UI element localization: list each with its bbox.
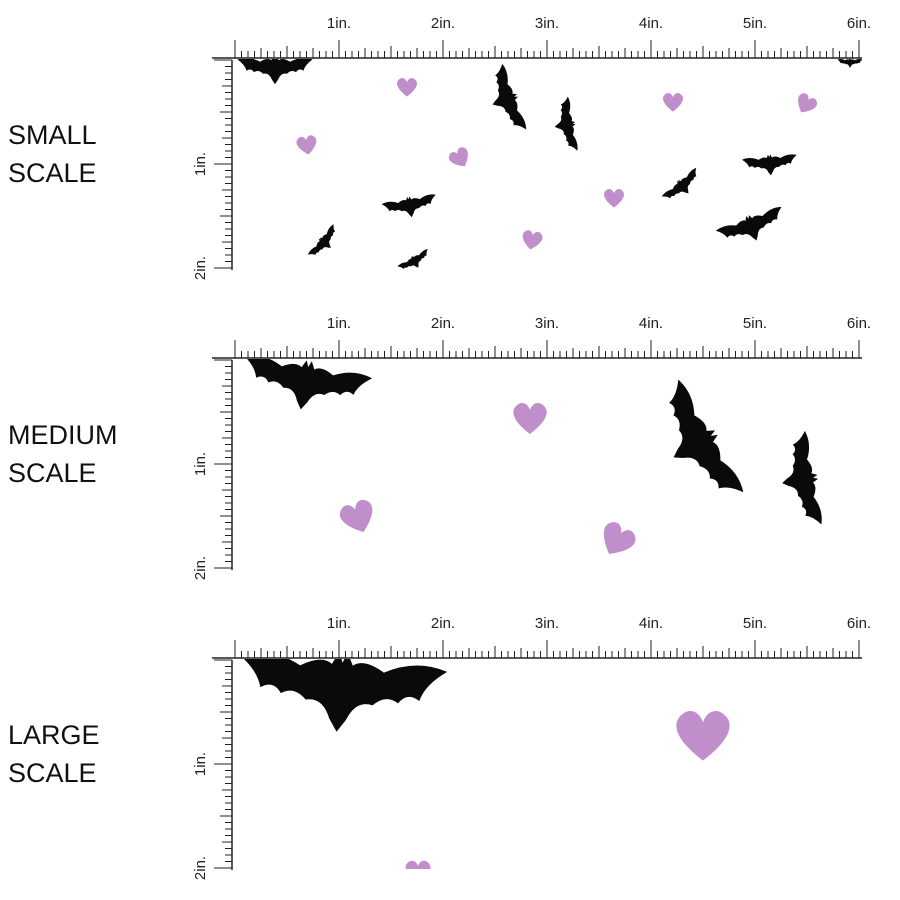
- heart: [603, 522, 636, 554]
- ruler-label: 5in.: [743, 315, 767, 332]
- ruler-label: 1in.: [327, 615, 351, 632]
- heart: [397, 78, 417, 97]
- heart: [604, 189, 624, 208]
- scale-label: SCALE: [8, 758, 97, 788]
- scale-label: SCALE: [8, 158, 97, 188]
- bat: [554, 96, 578, 151]
- bat: [381, 194, 436, 218]
- ruler-label: 2in.: [431, 615, 455, 632]
- heart: [405, 860, 431, 869]
- bat: [307, 224, 336, 255]
- ruler-label: 4in.: [639, 315, 663, 332]
- scale-label: SCALE: [8, 458, 97, 488]
- ruler-label: 4in.: [639, 615, 663, 632]
- scale-section: MEDIUM SCALE 1in. 2in. 3in. 4in. 5in. 6in. 1in. 2…: [8, 315, 871, 580]
- scale-label: MEDIUM: [8, 420, 118, 450]
- ruler-label: 2in.: [192, 856, 209, 880]
- ruler-label: 1in.: [192, 452, 209, 476]
- ruler-label: 1in.: [327, 315, 351, 332]
- bat: [661, 167, 697, 199]
- ruler-label: 3in.: [535, 15, 559, 32]
- ruler-label: 6in.: [847, 615, 871, 632]
- bat: [715, 206, 782, 241]
- heart: [798, 93, 818, 113]
- heart: [339, 499, 373, 533]
- bat: [669, 379, 744, 493]
- bat: [782, 430, 822, 525]
- ruler-label: 5in.: [743, 615, 767, 632]
- heart: [448, 147, 468, 167]
- bat: [837, 59, 862, 68]
- ruler-label: 2in.: [192, 256, 209, 280]
- ruler-label: 2in.: [431, 315, 455, 332]
- bat: [244, 359, 373, 410]
- fabric-pattern: [237, 659, 730, 869]
- ruler-label: 6in.: [847, 15, 871, 32]
- ruler-label: 5in.: [743, 15, 767, 32]
- scale-section: SMALL SCALE 1in. 2in. 3in. 4in. 5in. 6in. 1in. 2i…: [8, 15, 871, 280]
- scale-section: LARGE SCALE 1in. 2in. 3in. 4in. 5in. 6in. 1in. 2i…: [8, 615, 871, 880]
- bat: [741, 154, 797, 176]
- bat: [237, 59, 313, 85]
- ruler-label: 2in.: [431, 15, 455, 32]
- heart: [296, 135, 317, 155]
- fabric-pattern: [237, 59, 862, 269]
- fabric-pattern: [244, 359, 822, 554]
- scale-label: LARGE: [8, 720, 100, 750]
- ruler-label: 1in.: [327, 15, 351, 32]
- ruler-label: 3in.: [535, 615, 559, 632]
- heart: [676, 711, 730, 761]
- ruler-label: 4in.: [639, 15, 663, 32]
- ruler-label: 1in.: [192, 152, 209, 176]
- bat: [492, 63, 527, 130]
- ruler-label: 6in.: [847, 315, 871, 332]
- bat: [397, 249, 428, 269]
- ruler-label: 2in.: [192, 556, 209, 580]
- heart: [663, 93, 683, 112]
- ruler-label: 3in.: [535, 315, 559, 332]
- bat: [237, 659, 448, 732]
- ruler-label: 1in.: [192, 752, 209, 776]
- scale-label: SMALL: [8, 120, 97, 150]
- heart: [513, 403, 547, 434]
- heart: [522, 230, 543, 250]
